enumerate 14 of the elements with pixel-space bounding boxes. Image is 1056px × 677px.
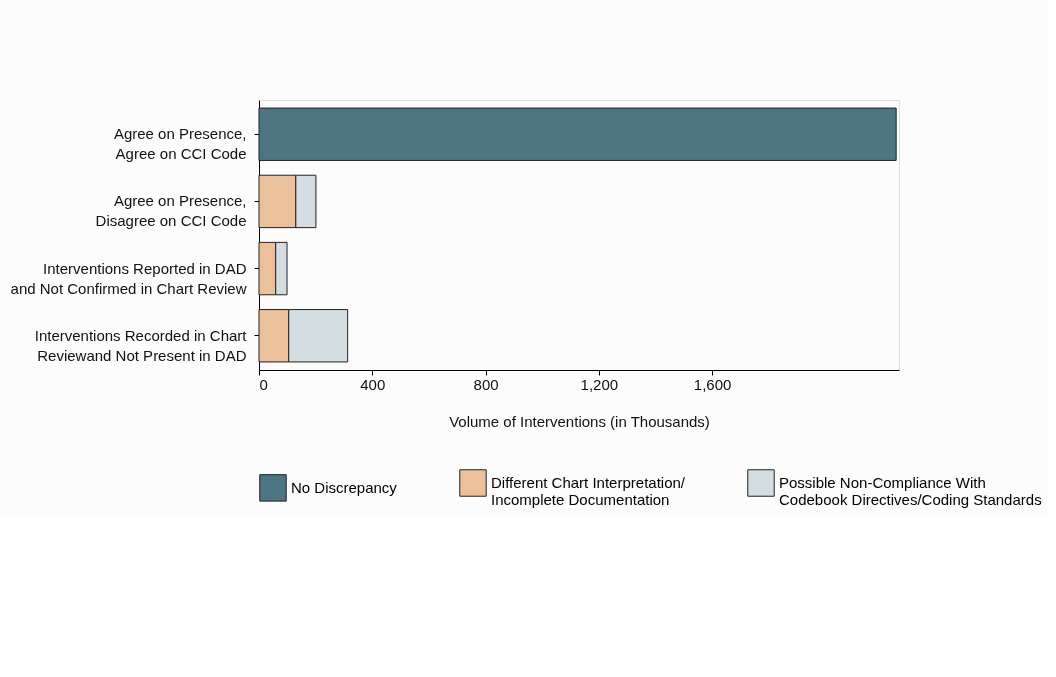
y-tick-label: Agree on Presence, Agree on CCI Code bbox=[113, 125, 247, 163]
x-tick-label: 1,200 bbox=[580, 375, 619, 393]
x-axis-title: Volume of Interventions (in Thousands) bbox=[449, 412, 710, 430]
y-tick-label: Interventions Reported in DAD and Not Confirmed in Chart Review bbox=[10, 259, 247, 297]
y-tick-label: Interventions Recorded in Chart Reviewand Not Present in DAD bbox=[34, 326, 248, 364]
x-tick-label: 0 bbox=[259, 375, 268, 393]
bar bbox=[258, 107, 897, 161]
y-tick-label: Agree on Presence, Disagree on CCI Code bbox=[95, 192, 247, 230]
x-tick-label: 1,600 bbox=[693, 375, 732, 393]
x-tick-label: 400 bbox=[360, 375, 386, 393]
legend-label: No Discrepancy bbox=[291, 478, 398, 496]
x-tick-label: 800 bbox=[473, 375, 499, 393]
legend-label: Possible Non-Compliance With Codebook Directives/Coding Standards bbox=[779, 474, 1042, 508]
legend-label: Different Chart Interpretation/ Incomplete Documentation bbox=[491, 474, 686, 508]
